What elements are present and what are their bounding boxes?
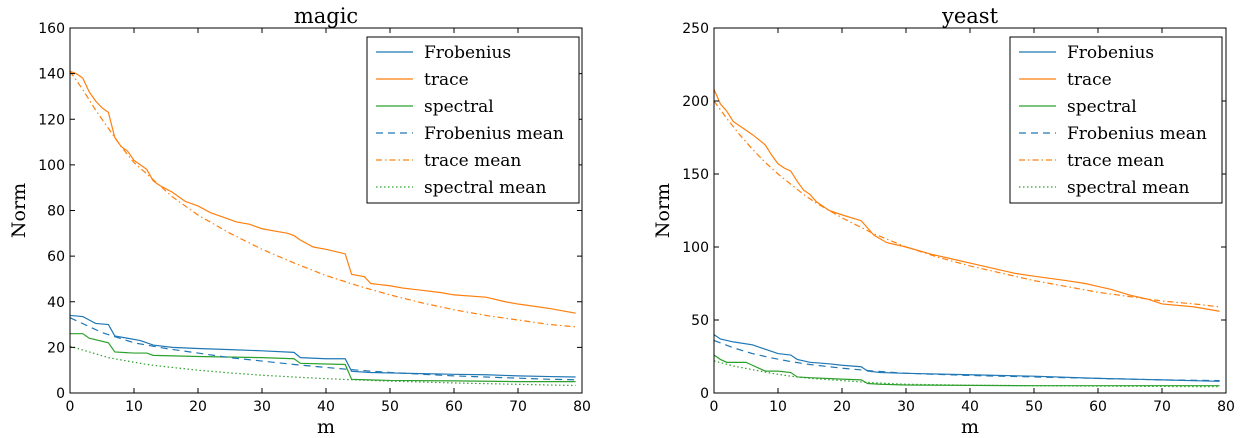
x-tick-label: 40 [317,399,335,415]
x-tick-label: 80 [573,399,591,415]
y-tick-label: 150 [682,167,709,183]
x-axis-label: m [961,416,979,438]
series-line-spectral-mean [70,345,576,387]
legend-box [1009,36,1223,204]
legend-label: trace mean [424,151,521,171]
series-line-frobenius [70,314,576,378]
legend-label: Frobenius [424,43,511,63]
legend-label: spectral mean [1067,178,1189,198]
y-tick-label: 80 [47,204,65,220]
series-line-frobenius [714,334,1220,382]
y-tick-label: 120 [38,112,65,128]
legend-label: Frobenius mean [424,124,564,144]
legend-box [366,36,580,204]
x-tick-label: 10 [769,399,787,415]
legend-label: trace mean [1067,151,1164,171]
x-tick-label: 70 [1153,399,1171,415]
series-line-trace [70,70,576,314]
chart-panel-magic: 0 10 20 30 40 50 60 70 80 0 20 40 60 80 100 120 140 160 ma… [8,4,591,438]
legend-label: trace [424,70,469,90]
x-tick-label: 80 [1217,399,1235,415]
legend: Frobenius trace spectral Frobenius mean trac… [1009,36,1223,204]
legend-label: trace [1067,70,1112,90]
x-tick-label: 60 [445,399,463,415]
x-tick-label: 30 [897,399,915,415]
series-line-spectral [70,333,576,383]
legend-label: spectral [424,97,494,117]
legend: Frobenius trace spectral Frobenius mean trac… [366,36,580,204]
x-axis-label: m [317,416,335,438]
series-line-frobenius-mean [70,317,576,381]
x-tick-label: 50 [381,399,399,415]
y-tick-label: 100 [38,158,65,174]
legend-label: spectral [1067,97,1137,117]
x-tick-label: 50 [1025,399,1043,415]
x-tick-label: 0 [710,399,719,415]
chart-panel-yeast: 0 10 20 30 40 50 60 70 80 0 50 100 150 200 250 yeast m No… [652,4,1235,438]
chart-title: yeast [941,4,999,28]
x-tick-label: 0 [66,399,75,415]
x-tick-label: 70 [509,399,527,415]
x-tick-label: 20 [833,399,851,415]
series-line-frobenius-mean [714,339,1220,382]
series-line-spectral [714,354,1220,387]
y-tick-label: 40 [47,295,65,311]
y-tick-label: 100 [682,240,709,256]
x-tick-label: 60 [1089,399,1107,415]
legend-label: Frobenius [1067,43,1154,63]
series-line-trace [714,89,1220,312]
y-tick-label: 0 [700,386,709,402]
y-tick-label: 0 [56,386,65,402]
y-tick-label: 140 [38,67,65,83]
legend-label: Frobenius mean [1067,124,1207,144]
y-tick-label: 60 [47,249,65,265]
y-tick-label: 200 [682,94,709,110]
y-tick-label: 160 [38,21,65,37]
x-tick-label: 10 [125,399,143,415]
series-line-trace-mean [70,70,576,328]
series-line-spectral-mean [714,360,1220,388]
chart-title: magic [294,4,358,28]
y-tick-label: 50 [691,313,709,329]
y-axis-label: Norm [652,183,674,238]
legend-label: spectral mean [424,178,546,198]
y-axis-label: Norm [8,183,30,238]
y-tick-label: 20 [47,340,65,356]
x-tick-label: 40 [961,399,979,415]
y-tick-label: 250 [682,21,709,37]
x-tick-label: 20 [189,399,207,415]
x-tick-label: 30 [253,399,271,415]
